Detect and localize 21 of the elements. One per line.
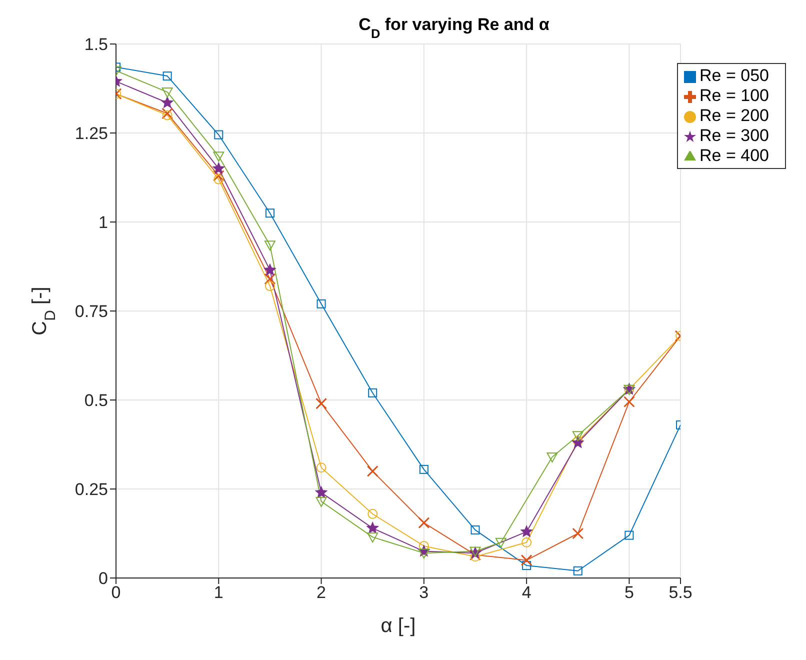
legend-label: Re = 300 bbox=[700, 126, 769, 145]
x-tick-label: 1 bbox=[214, 583, 224, 602]
y-tick-label: 0.5 bbox=[84, 391, 108, 410]
x-tick-label: 4 bbox=[522, 583, 532, 602]
y-tick-label: 1.5 bbox=[84, 35, 108, 54]
y-tick-label: 0.25 bbox=[74, 480, 108, 500]
y-tick-label: 0.75 bbox=[74, 302, 108, 322]
x-axis-title: α [-] bbox=[380, 615, 416, 638]
legend-label: Re = 100 bbox=[700, 86, 769, 105]
x-tick-label: 2 bbox=[316, 583, 326, 602]
x-tick-label: 5.5 bbox=[668, 583, 692, 602]
y-tick-label: 1.25 bbox=[74, 124, 108, 144]
x-tick-label: 5 bbox=[624, 583, 634, 602]
legend-label: Re = 050 bbox=[700, 66, 769, 85]
legend-label: Re = 200 bbox=[700, 106, 769, 125]
legend-label: Re = 400 bbox=[700, 146, 769, 165]
x-tick-label: 3 bbox=[419, 583, 429, 602]
x-tick-label: 0 bbox=[111, 583, 121, 602]
chart-title: C$_{D}$ for varying Re and α bbox=[358, 15, 550, 40]
y-tick-label: 0 bbox=[98, 569, 108, 588]
y-tick-label: 1 bbox=[98, 213, 108, 232]
